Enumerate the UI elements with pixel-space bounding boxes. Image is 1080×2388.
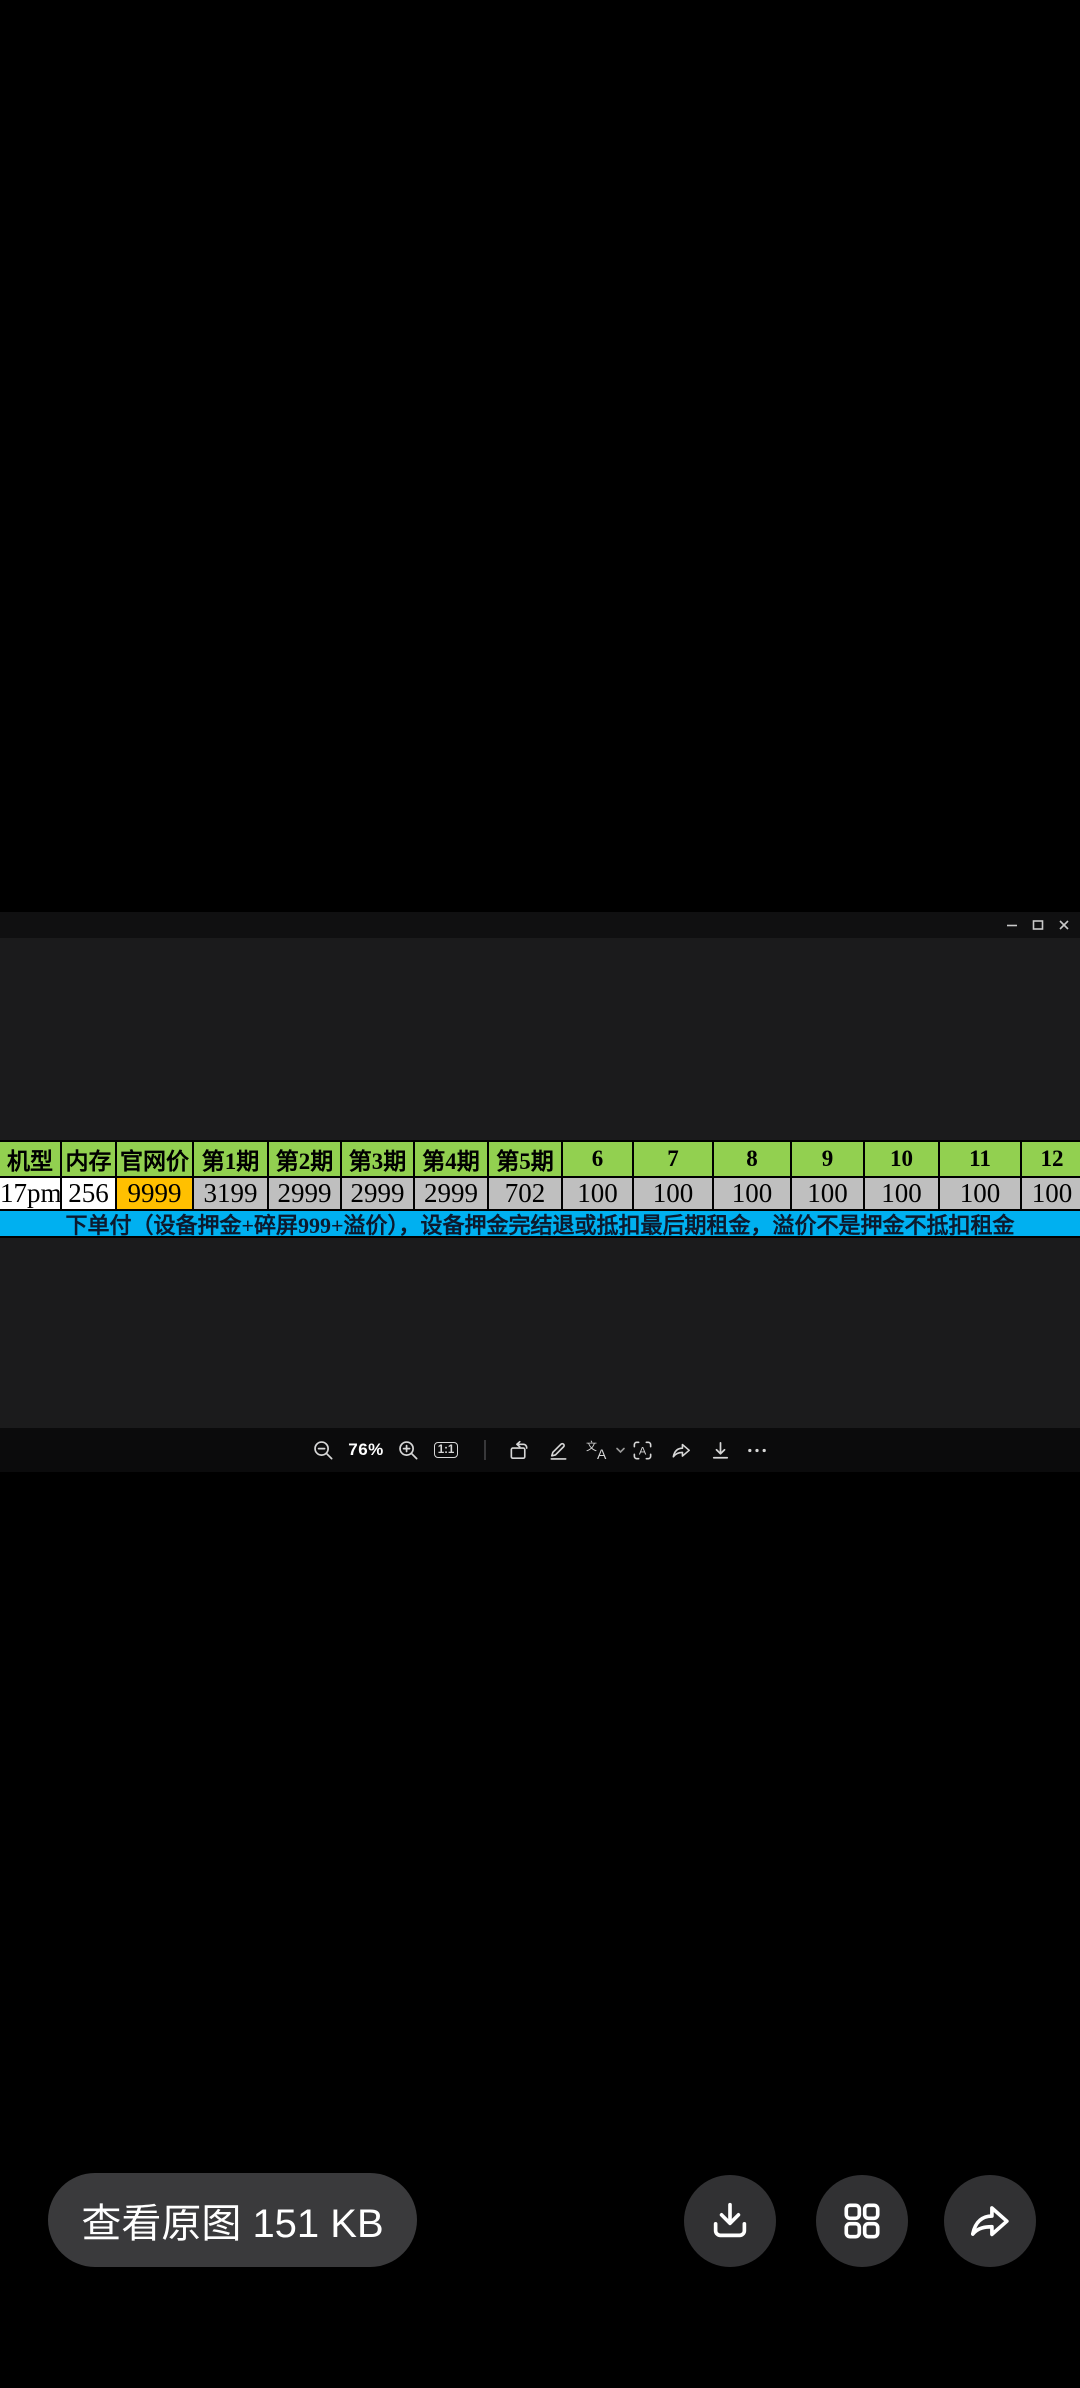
translate-button[interactable]: 文 A — [581, 1428, 615, 1472]
more-ellipsis-icon — [748, 1448, 766, 1452]
data-cell: 2999 — [267, 1176, 342, 1211]
edit-button[interactable] — [544, 1428, 572, 1472]
toolbar-divider — [484, 1440, 486, 1460]
header-cell: 第2期 — [267, 1140, 342, 1178]
header-cell: 内存 — [60, 1140, 117, 1178]
data-cell: 100 — [938, 1176, 1022, 1211]
apps-grid-icon — [844, 2203, 880, 2239]
data-cell: 100 — [712, 1176, 792, 1211]
data-cell: 17pm — [0, 1176, 62, 1211]
header-cell: 第3期 — [340, 1140, 415, 1178]
maximize-icon — [1032, 920, 1044, 930]
download-icon — [713, 2202, 747, 2238]
save-image-button[interactable] — [684, 2175, 776, 2267]
more-button[interactable] — [742, 1428, 772, 1472]
minimize-icon — [1007, 924, 1017, 927]
header-cell: 6 — [561, 1140, 634, 1178]
spreadsheet-image: 机型 内存 官网价 第1期 第2期 第3期 第4期 第5期 6 7 8 9 10 11 12 17pm 256 9… — [0, 1140, 1080, 1238]
header-cell: 9 — [790, 1140, 865, 1178]
header-cell: 12 — [1020, 1140, 1080, 1178]
share-forward-button[interactable] — [944, 2175, 1036, 2267]
ocr-scan-icon: A — [633, 1441, 651, 1459]
download-icon — [712, 1441, 728, 1459]
view-original-button[interactable]: 查看原图 151 KB — [48, 2173, 417, 2267]
download-button[interactable] — [706, 1428, 734, 1472]
data-cell: 702 — [487, 1176, 563, 1211]
svg-text:A: A — [638, 1445, 646, 1457]
header-cell: 11 — [938, 1140, 1022, 1178]
zoom-level-label: 76% — [348, 1440, 384, 1459]
zoom-in-icon — [398, 1440, 418, 1460]
price-table: 机型 内存 官网价 第1期 第2期 第3期 第4期 第5期 6 7 8 9 10 11 12 17pm 256 9… — [0, 1140, 1080, 1211]
viewer-toolbar: 76% 1:1 — [0, 1428, 1080, 1472]
header-cell: 官网价 — [115, 1140, 194, 1178]
header-cell: 第4期 — [413, 1140, 489, 1178]
data-cell: 2999 — [413, 1176, 489, 1211]
actual-size-icon: 1:1 — [433, 1442, 459, 1458]
zoom-in-button[interactable] — [394, 1428, 422, 1472]
ocr-button[interactable]: A — [628, 1428, 656, 1472]
edit-pencil-icon — [549, 1442, 567, 1460]
apps-grid-button[interactable] — [816, 2175, 908, 2267]
data-cell: 9999 — [115, 1176, 194, 1211]
close-icon — [1059, 920, 1069, 930]
zoom-out-icon — [313, 1440, 333, 1460]
data-cell: 2999 — [340, 1176, 415, 1211]
translate-chevron-button[interactable] — [612, 1428, 628, 1472]
header-cell: 8 — [712, 1140, 792, 1178]
forward-arrow-icon — [672, 1443, 690, 1458]
window-titlebar — [0, 912, 1080, 938]
header-cell: 机型 — [0, 1140, 62, 1178]
rotate-button[interactable] — [505, 1428, 533, 1472]
data-cell: 100 — [863, 1176, 940, 1211]
svg-text:A: A — [597, 1446, 607, 1462]
data-cell: 3199 — [192, 1176, 269, 1211]
share-forward-icon — [970, 2206, 1009, 2237]
chevron-down-icon — [615, 1447, 625, 1454]
maximize-button[interactable] — [1025, 912, 1051, 938]
deposit-notice-banner: 下单付（设备押金+碎屏999+溢价），设备押金完结退或抵扣最后期租金，溢价不是押… — [0, 1211, 1080, 1238]
close-button[interactable] — [1051, 912, 1077, 938]
rotate-icon — [510, 1440, 528, 1459]
data-cell: 100 — [790, 1176, 865, 1211]
header-cell: 第5期 — [487, 1140, 563, 1178]
data-cell: 100 — [561, 1176, 634, 1211]
minimize-button[interactable] — [999, 912, 1025, 938]
zoom-out-button[interactable] — [309, 1428, 337, 1472]
header-cell: 7 — [632, 1140, 714, 1178]
data-cell: 256 — [60, 1176, 117, 1211]
translate-icon: 文 A — [586, 1439, 607, 1462]
svg-text:文: 文 — [586, 1439, 597, 1453]
header-cell: 10 — [863, 1140, 940, 1178]
actual-size-button[interactable]: 1:1 — [430, 1428, 462, 1472]
header-cell: 第1期 — [192, 1140, 269, 1178]
data-cell: 100 — [632, 1176, 714, 1211]
data-cell: 100 — [1020, 1176, 1080, 1211]
share-button[interactable] — [667, 1428, 695, 1472]
